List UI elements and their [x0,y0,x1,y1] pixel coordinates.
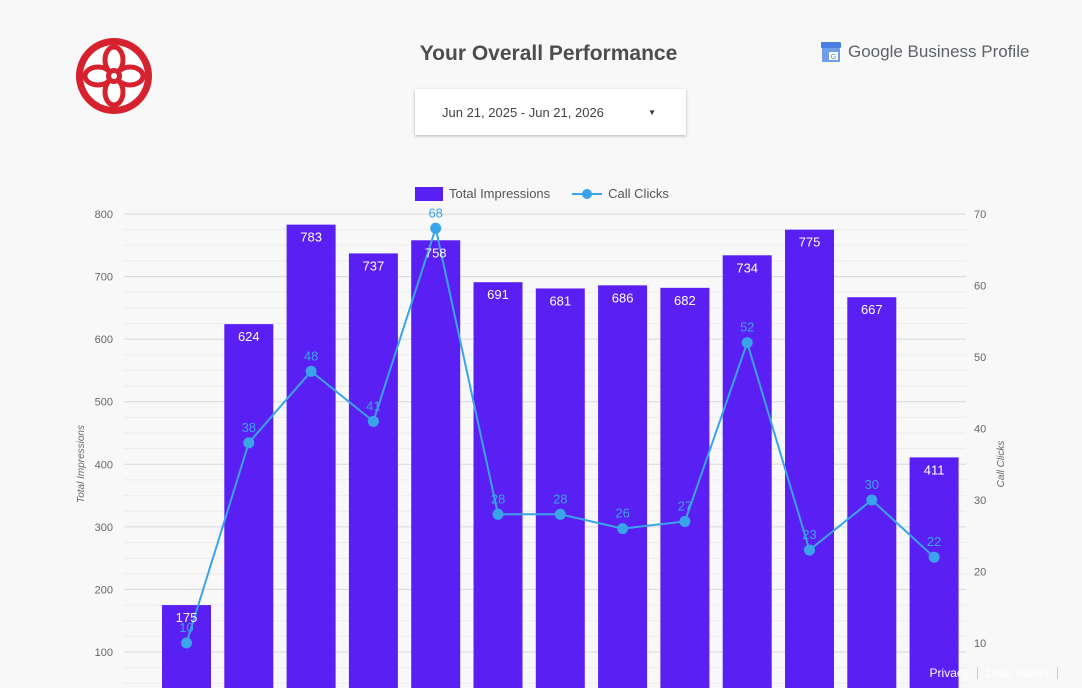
line-point [181,637,192,649]
line-point [928,551,940,563]
legend-item-call-clicks[interactable]: Call Clicks [572,186,669,201]
line-data-label: 38 [242,420,256,435]
fullscreen-icon[interactable]: ⛶ [1065,665,1074,679]
y2-tick-label: 50 [974,352,986,364]
bar-data-label: 734 [736,260,758,275]
legend-bar-swatch [415,186,443,201]
y-tick-label: 800 [95,209,113,221]
date-range-value: Jun 21, 2025 - Jun 21, 2026 [442,104,604,120]
line-data-label: 48 [304,348,318,363]
y2-tick-label: 10 [974,638,986,650]
line-data-label: 28 [553,491,567,506]
privacy-link[interactable]: Privacy [929,665,969,680]
bar [909,457,959,688]
store-icon: G [821,42,841,62]
bar [286,224,336,688]
bar-data-label: 667 [861,302,883,317]
line-data-label: 52 [740,320,754,335]
y-tick-label: 100 [95,647,113,659]
y2-tick-label: 60 [974,281,986,293]
line-data-label: 23 [802,527,816,542]
line-point [804,544,815,556]
line-data-label: 27 [678,498,692,513]
legend-label-call-clicks: Call Clicks [608,186,669,201]
footer: Privacy Data Studio ⛶ [930,665,1074,680]
line-point [430,222,442,234]
y-tick-label: 700 [95,272,113,284]
date-range-picker[interactable]: Jun 21, 2025 - Jun 21, 2026 ▼ [415,89,686,135]
y-tick-label: 300 [95,522,113,534]
bar-data-label: 682 [674,293,696,308]
line-point [243,437,255,449]
y-tick-label: 400 [95,459,113,471]
bar-data-label: 686 [612,290,634,305]
y-tick-label: 500 [95,397,113,409]
bar [348,253,398,688]
bar [473,282,523,688]
bar-data-label: 411 [924,462,945,477]
bar-data-label: 691 [487,287,509,302]
bar [847,297,897,688]
bar-data-label: 783 [300,230,322,245]
google-business-profile-brand: G Google Business Profile [820,42,1029,62]
line-data-label: 68 [428,205,442,220]
bar-data-label: 681 [549,293,571,308]
bar-data-label: 624 [238,329,260,344]
y-tick-label: 600 [95,334,113,346]
y2-tick-label: 20 [974,567,986,579]
bar [785,229,834,688]
legend-item-impressions[interactable]: Total Impressions [415,186,550,201]
caret-down-icon: ▼ [648,108,656,117]
line-data-label: 22 [927,534,941,549]
brand-label: Google Business Profile [848,42,1030,61]
y-tick-label: 200 [95,584,113,596]
y2-tick-label: 40 [974,424,986,436]
legend-line-swatch [572,188,603,199]
line-point [367,415,379,427]
line-point [866,494,878,506]
y2-tick-label: 30 [974,495,986,507]
bar [722,255,772,688]
company-logo [52,12,174,138]
line-point [492,508,504,520]
line-point [617,523,629,535]
footer-divider [976,666,978,679]
line-point [741,337,753,349]
chart-legend: Total Impressions Call Clicks [415,186,691,201]
bar [224,324,274,688]
y2-axis-title: Call Clicks [996,441,1007,488]
line-data-label: 26 [615,506,629,521]
line-point [679,515,691,527]
bar [660,287,710,688]
footer-divider [1056,666,1058,679]
y2-tick-label: 70 [974,209,986,221]
line-data-label: 41 [366,398,380,413]
line-data-label: 30 [865,477,879,492]
page-title: Your Overall Performance [419,42,678,65]
data-studio-link[interactable]: Data Studio [985,665,1049,680]
bar-data-label: 737 [363,258,385,273]
bar [598,285,648,688]
bar-data-label: 775 [799,235,821,250]
svg-text:G: G [831,54,836,61]
line-point [554,508,566,520]
y-axis-title: Total Impressions [76,425,87,503]
bar [535,288,585,688]
line-data-label: 28 [491,491,505,506]
bar [411,240,461,688]
line-data-label: 10 [179,620,193,635]
bar-data-label: 175 [176,610,198,625]
legend-label-impressions: Total Impressions [449,186,551,201]
line-point [305,365,317,377]
bar-data-label: 758 [425,245,447,260]
